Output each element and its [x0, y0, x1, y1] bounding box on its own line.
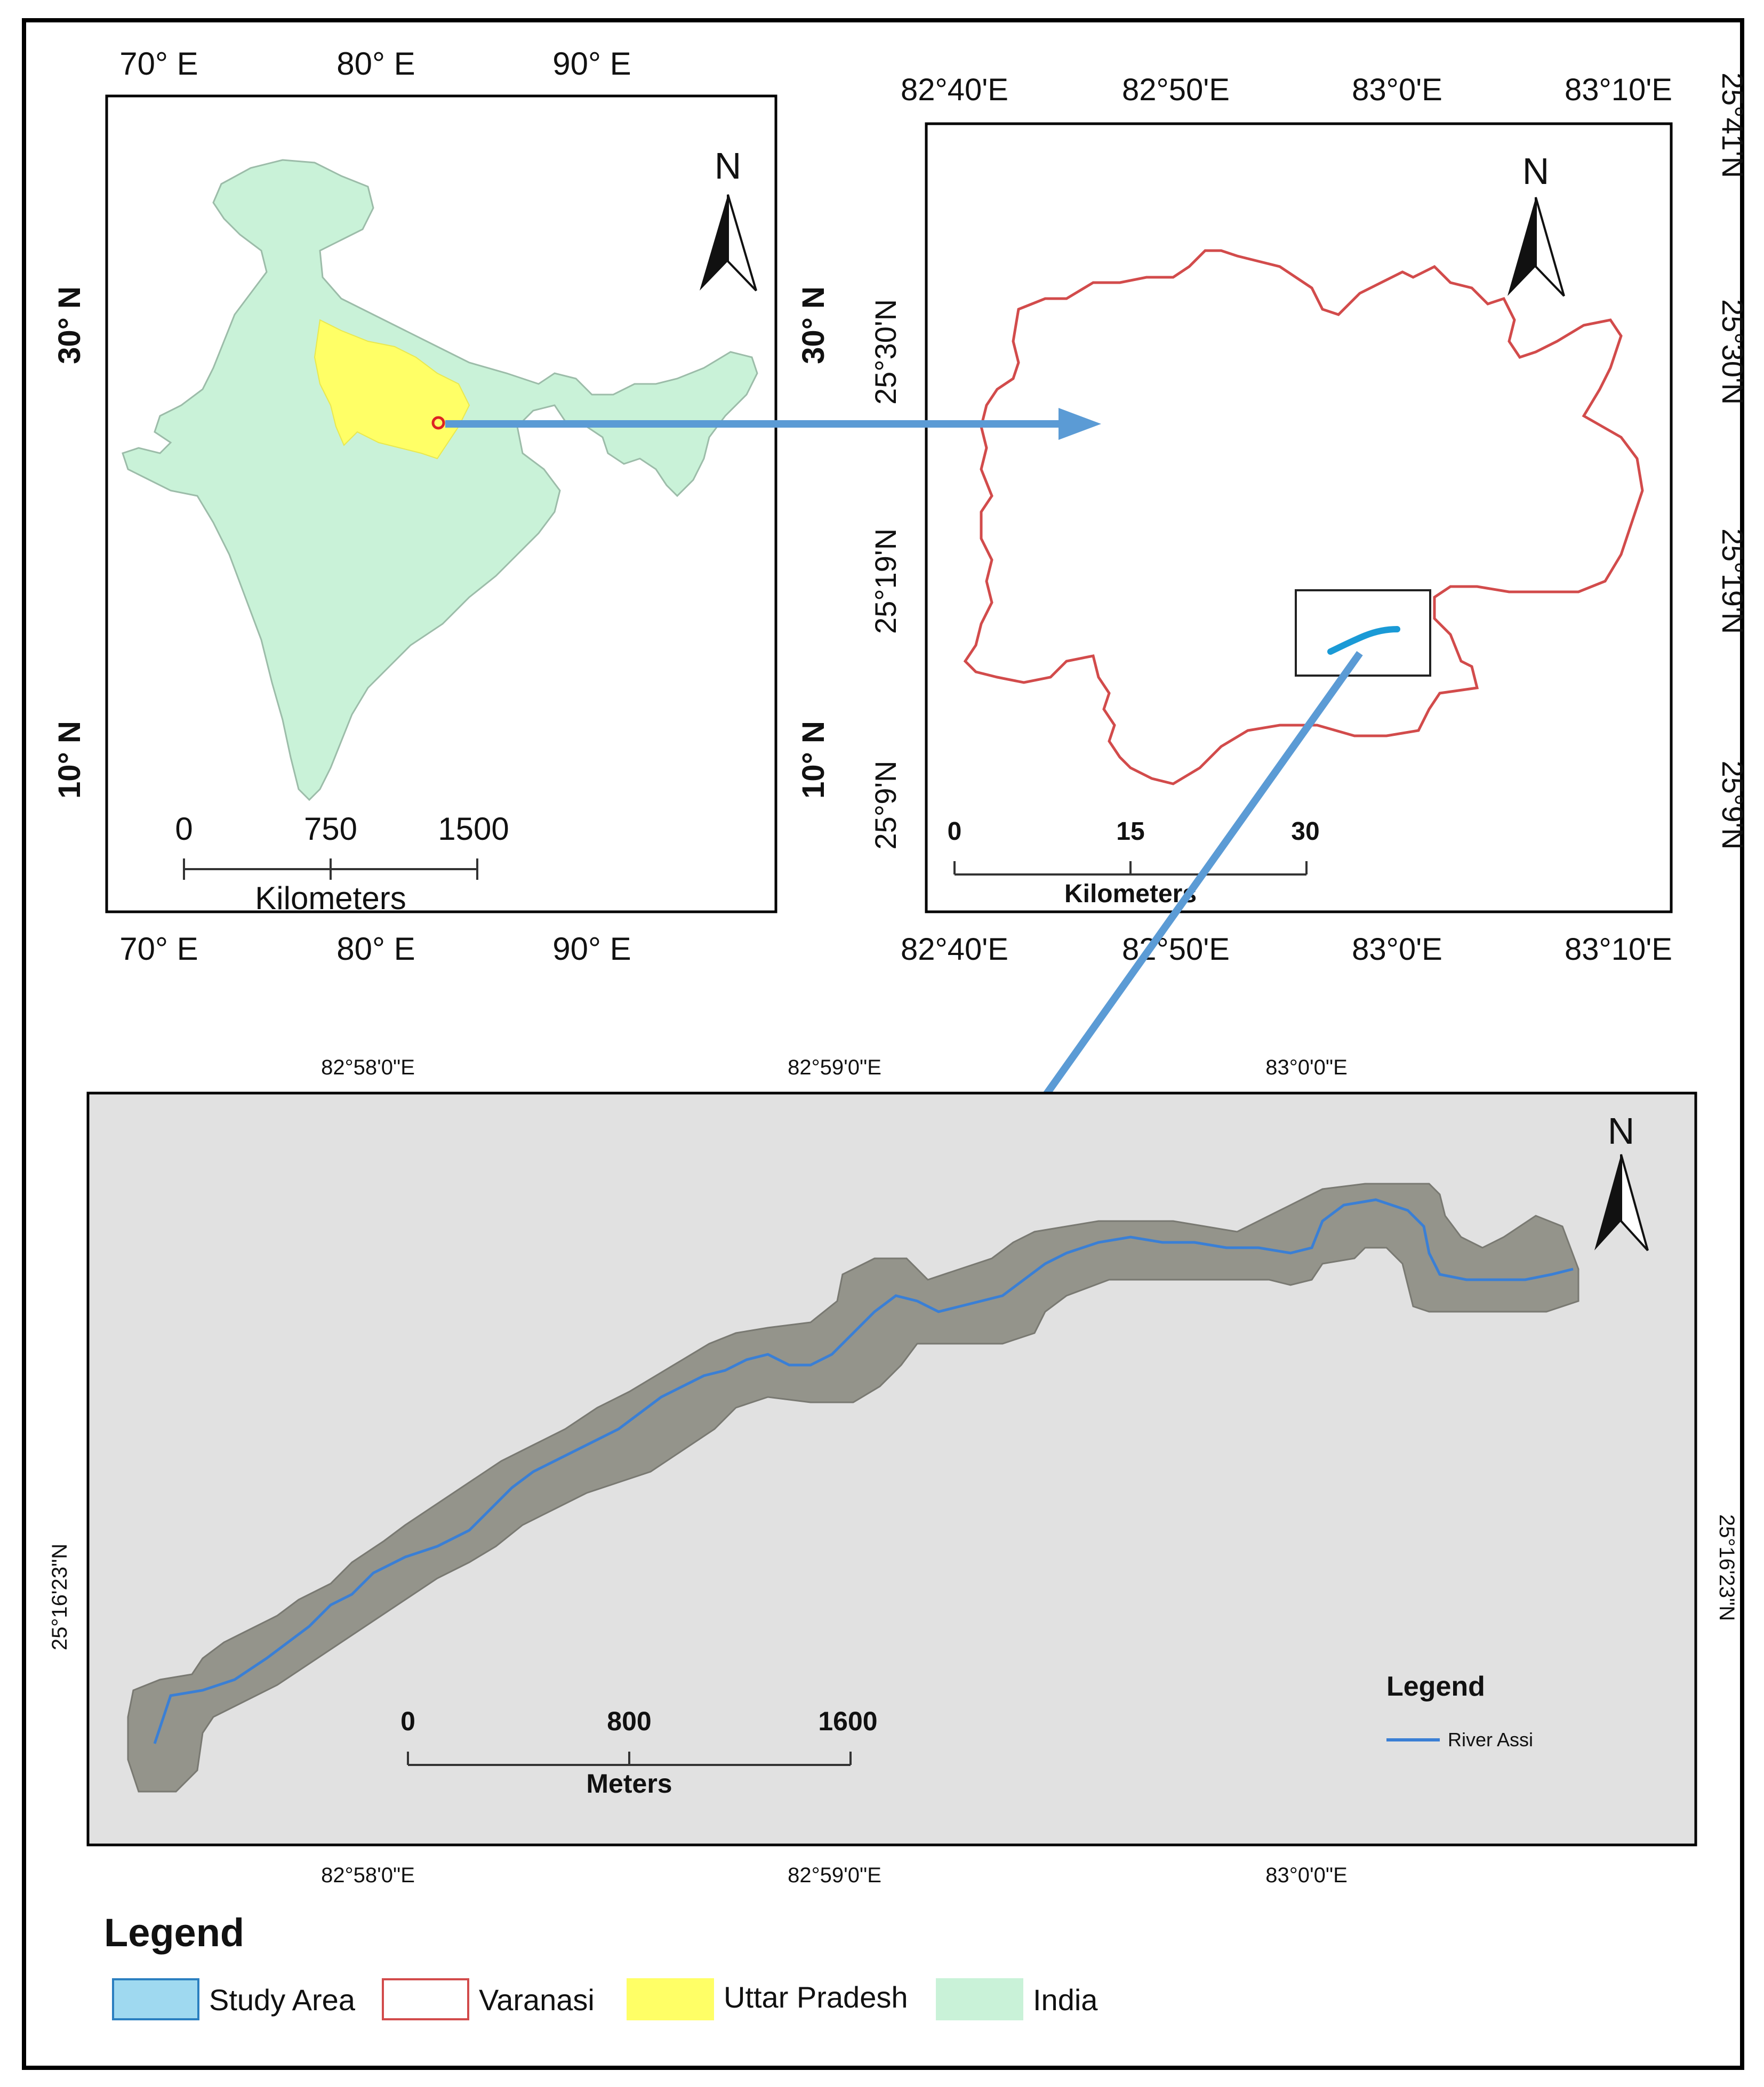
- india-scale-tick: 1500: [438, 811, 509, 847]
- study-bottom-tick: 83°0'0"E: [1265, 1864, 1348, 1887]
- india-scale-tick: 750: [304, 811, 357, 847]
- study-scale-tick: 800: [607, 1706, 651, 1736]
- india-top-tick: 90° E: [552, 46, 631, 82]
- legend-uttar-pradesh-swatch: [627, 1978, 714, 2020]
- varanasi-left-tick: 25°19'N: [869, 528, 902, 634]
- study-top-tick: 83°0'0"E: [1265, 1056, 1348, 1079]
- study-right-tick: 25°16'23"N: [1715, 1514, 1738, 1621]
- study-area-imagery-strip: [127, 1183, 1579, 1793]
- river-assi-line: [153, 1198, 1574, 1744]
- india-map-panel: 70° E 80° E 90° E 70° E 80° E 90° E 30° …: [52, 46, 831, 967]
- study-scale-tick: 0: [400, 1706, 415, 1736]
- legend-title: Legend: [104, 1911, 244, 1955]
- legend-india-label: India: [1033, 1983, 1098, 2017]
- legend-uttar-pradesh-label: Uttar Pradesh: [724, 1980, 908, 2014]
- varanasi-bottom-tick: 82°40'E: [901, 932, 1008, 967]
- varanasi-scale-tick: 30: [1291, 817, 1319, 846]
- varanasi-right-tick: 25°41'N: [1716, 73, 1750, 178]
- varanasi-left-tick: 25°9'N: [869, 761, 902, 850]
- study-area-map-panel: 82°58'0"E 82°59'0"E 83°0'0"E 82°58'0"E 8…: [48, 1056, 1738, 1887]
- varanasi-location-marker: [431, 416, 445, 430]
- varanasi-map-frame: [925, 122, 1673, 913]
- varanasi-top-tick: 83°0'E: [1352, 73, 1442, 107]
- india-bottom-tick: 80° E: [336, 931, 415, 967]
- india-top-tick: 80° E: [336, 46, 415, 82]
- india-right-tick: 30° N: [796, 286, 831, 364]
- varanasi-scale-tick: 0: [948, 817, 962, 846]
- india-bottom-tick: 90° E: [552, 931, 631, 967]
- legend-study-area-swatch: [112, 1978, 199, 2020]
- varanasi-north-label: N: [1522, 150, 1550, 192]
- varanasi-scale-tick: 15: [1116, 817, 1144, 846]
- india-left-tick: 30° N: [52, 286, 87, 364]
- india-north-arrow-icon: [700, 194, 757, 292]
- legend-varanasi-label: Varanasi: [479, 1983, 595, 2017]
- study-scale-tick: 1600: [818, 1706, 877, 1736]
- study-area-extent-box: [1295, 589, 1431, 677]
- varanasi-bottom-tick: 83°10'E: [1565, 932, 1672, 967]
- study-bottom-tick: 82°58'0"E: [321, 1864, 415, 1887]
- legend-varanasi-swatch: [382, 1978, 469, 2020]
- india-outline: [122, 159, 758, 801]
- varanasi-scale-unit: Kilometers: [1064, 880, 1197, 908]
- inner-legend-river-label: River Assi: [1448, 1729, 1533, 1751]
- study-scale-bar: [407, 1752, 852, 1766]
- legend-india-swatch: [936, 1978, 1023, 2020]
- india-bottom-tick: 70° E: [119, 931, 198, 967]
- varanasi-top-tick: 82°40'E: [901, 73, 1008, 107]
- varanasi-top-tick: 83°10'E: [1565, 73, 1672, 107]
- study-north-arrow-icon: [1594, 1154, 1649, 1251]
- varanasi-top-tick: 82°50'E: [1122, 73, 1230, 107]
- varanasi-scale-bar: [953, 861, 1308, 876]
- study-bottom-tick: 82°59'0"E: [788, 1864, 881, 1887]
- varanasi-right-tick: 25°9'N: [1716, 761, 1750, 850]
- varanasi-left-tick: 25°30'N: [869, 299, 902, 405]
- india-scale-bar: [183, 858, 478, 880]
- varanasi-north-arrow-icon: [1508, 197, 1565, 297]
- study-left-tick: 25°16'23"N: [48, 1544, 71, 1650]
- india-right-tick: 10° N: [796, 721, 831, 799]
- india-scale-tick: 0: [175, 811, 193, 847]
- india-left-tick: 10° N: [52, 721, 87, 799]
- river-assi-small: [1327, 626, 1400, 655]
- study-scale-unit: Meters: [586, 1769, 672, 1799]
- varanasi-map-panel: 82°40'E 82°50'E 83°0'E 83°10'E 82°40'E 8…: [869, 73, 1750, 967]
- main-legend: Legend Study Area Varanasi Uttar Pradesh…: [104, 1911, 1098, 2020]
- varanasi-right-tick: 25°19'N: [1716, 528, 1750, 634]
- uttar-pradesh-shape: [314, 319, 470, 460]
- varanasi-right-tick: 25°30'N: [1716, 299, 1750, 405]
- study-north-label: N: [1608, 1110, 1635, 1152]
- varanasi-bottom-tick: 83°0'E: [1352, 932, 1442, 967]
- inner-legend-title: Legend: [1386, 1671, 1485, 1702]
- varanasi-boundary: [963, 249, 1644, 785]
- india-top-tick: 70° E: [119, 46, 198, 82]
- study-top-tick: 82°58'0"E: [321, 1056, 415, 1079]
- study-top-tick: 82°59'0"E: [788, 1056, 881, 1079]
- india-scale-unit: Kilometers: [255, 880, 406, 916]
- india-north-label: N: [715, 145, 742, 187]
- legend-study-area-label: Study Area: [209, 1983, 356, 2017]
